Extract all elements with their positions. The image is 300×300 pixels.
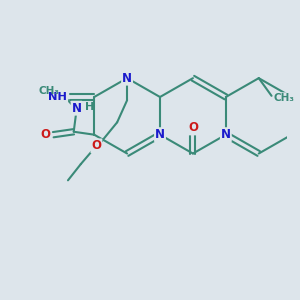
Text: N: N: [72, 102, 82, 115]
Text: CH₃: CH₃: [38, 86, 59, 96]
Text: NH: NH: [48, 92, 67, 102]
Text: CH₃: CH₃: [274, 93, 295, 103]
Text: O: O: [92, 140, 101, 152]
Text: H: H: [85, 102, 94, 112]
Text: N: N: [221, 128, 231, 141]
Text: O: O: [188, 122, 198, 134]
Text: O: O: [40, 128, 50, 141]
Text: N: N: [122, 72, 132, 85]
Text: N: N: [155, 128, 165, 141]
Text: N: N: [122, 72, 132, 85]
Text: NH: NH: [48, 92, 67, 102]
Text: CH₃: CH₃: [274, 93, 295, 103]
Text: O: O: [40, 128, 50, 141]
Text: O: O: [92, 140, 101, 152]
Text: O: O: [188, 122, 198, 134]
Text: N: N: [221, 128, 231, 141]
Text: CH₃: CH₃: [38, 86, 59, 96]
Text: N: N: [155, 128, 165, 141]
Text: N: N: [72, 102, 82, 115]
